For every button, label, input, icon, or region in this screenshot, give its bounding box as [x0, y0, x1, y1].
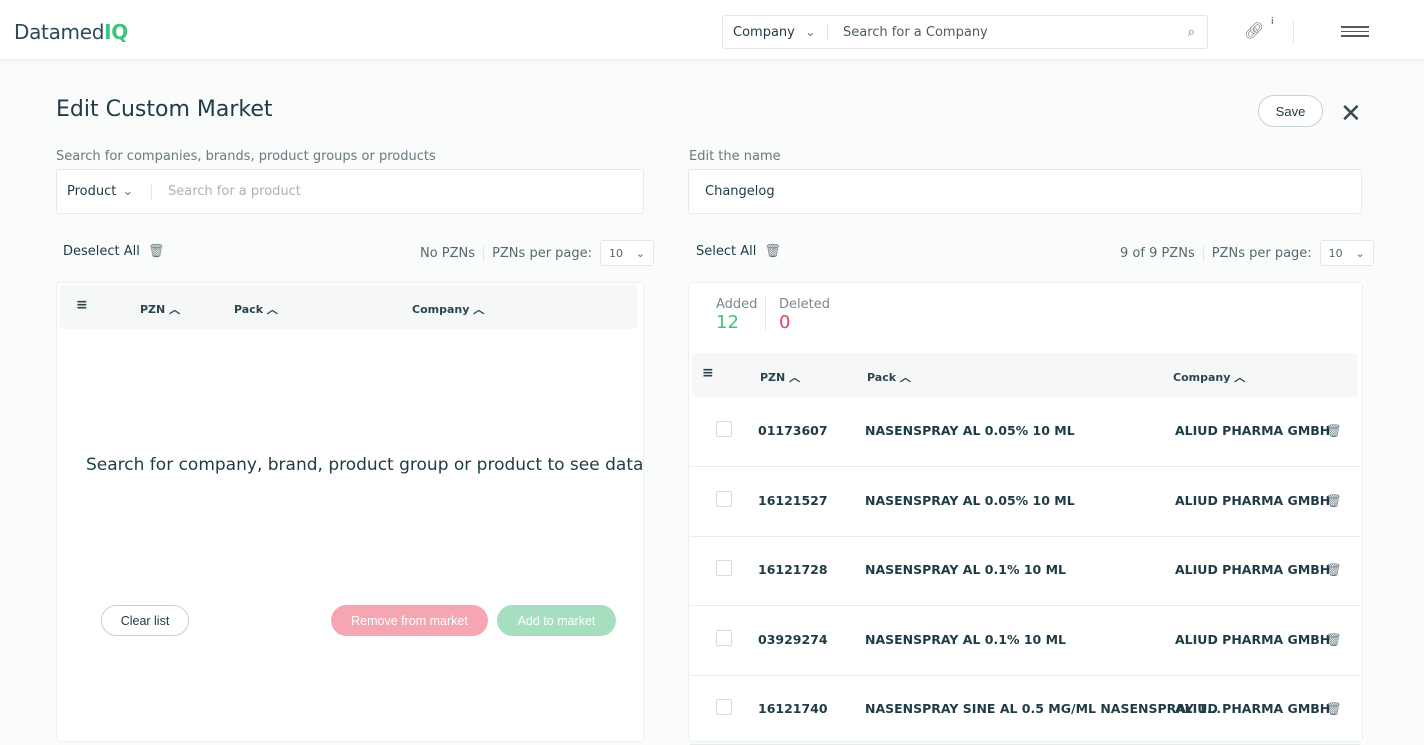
trash-icon[interactable]: 🗑︎ [1326, 562, 1342, 577]
search-icon[interactable]: ⌕ [1187, 24, 1195, 40]
product-search-input[interactable]: Search for a product [168, 184, 301, 199]
row-pack: NASENSPRAY AL 0.05% 10 ML [865, 423, 1075, 438]
trash-icon[interactable]: 🗑︎ [764, 244, 781, 259]
table-row[interactable]: 01173607 NASENSPRAY AL 0.05% 10 ML ALIUD… [690, 397, 1360, 467]
remove-from-market-button[interactable]: Remove from market [331, 605, 488, 636]
row-pack: NASENSPRAY AL 0.1% 10 ML [865, 562, 1066, 577]
page-title: Edit Custom Market [56, 97, 273, 122]
clear-list-button[interactable]: Clear list [101, 605, 189, 636]
right-paging: 9 of 9 PZNs PZNs per page: 10 ⌄ [1120, 240, 1374, 266]
col-pack[interactable]: Pack ︿ [234, 303, 278, 316]
chevron-down-icon: ⌄ [1355, 246, 1365, 260]
per-page-label: PZNs per page: [483, 245, 592, 261]
pzn-count: 9 of 9 PZNs [1120, 245, 1195, 261]
row-checkbox[interactable] [716, 421, 732, 437]
filter-icon[interactable]: ≡ [702, 365, 714, 381]
added-label: Added [716, 297, 758, 312]
search-type-select[interactable]: Product ⌄ [57, 183, 152, 200]
deleted-label: Deleted [779, 297, 830, 312]
search-type-value: Company [733, 24, 795, 40]
row-company: ALIUD PHARMA GMBH [1175, 423, 1331, 438]
save-button[interactable]: Save [1258, 95, 1323, 127]
col-pzn[interactable]: PZN ︿ [760, 371, 801, 384]
close-icon[interactable]: ✕ [1340, 98, 1362, 128]
row-pzn: 16121728 [758, 562, 828, 577]
logo-accent: IQ [104, 20, 128, 44]
trash-icon[interactable]: 🗑︎ [1326, 423, 1342, 438]
name-input[interactable]: Changelog [688, 169, 1362, 214]
row-pzn: 01173607 [758, 423, 828, 438]
right-table-header: ≡ PZN ︿ Pack ︿ Company ︿ [692, 353, 1358, 397]
right-actions: Select All 🗑︎ [696, 244, 781, 259]
divider [765, 297, 766, 330]
deleted-value: 0 [779, 312, 791, 333]
trash-icon[interactable]: 🗑︎ [1326, 701, 1342, 716]
trash-icon[interactable]: 🗑︎ [1326, 492, 1342, 508]
col-company[interactable]: Company ︿ [1173, 371, 1246, 384]
row-checkbox[interactable] [716, 629, 732, 646]
per-page-value: 10 [1328, 246, 1343, 260]
table-row[interactable]: 03929274 NASENSPRAY AL 0.1% 10 ML ALIUD … [690, 606, 1360, 676]
row-pack: NASENSPRAY AL 0.1% 10 ML [865, 631, 1066, 647]
left-actions: Deselect All 🗑︎ [63, 244, 164, 259]
logo[interactable]: DatamedIQ [14, 20, 128, 44]
trash-icon[interactable]: 🗑︎ [147, 244, 165, 259]
trash-icon[interactable]: 🗑︎ [1326, 631, 1342, 647]
row-pzn: 16121740 [758, 701, 828, 716]
name-label: Edit the name [689, 149, 781, 164]
per-page-value: 10 [609, 246, 624, 260]
search-type-select[interactable]: Company ⌄ [723, 23, 828, 41]
select-all-button[interactable]: Select All [696, 244, 757, 259]
added-value: 12 [716, 312, 739, 333]
deleted-stat: Deleted 0 [779, 297, 830, 333]
chevron-down-icon: ⌄ [635, 246, 646, 260]
table-row[interactable]: 16121740 NASENSPRAY SINE AL 0.5 MG/ML NA… [690, 675, 1360, 745]
row-company: ALIUD PHARMA GMBH [1175, 492, 1331, 508]
search-type-value: Product [67, 184, 117, 199]
col-pzn[interactable]: PZN ︿ [140, 303, 181, 316]
add-to-market-button[interactable]: Add to market [497, 605, 616, 636]
row-checkbox[interactable] [716, 560, 732, 576]
filter-icon[interactable]: ≡ [76, 297, 88, 313]
row-checkbox[interactable] [716, 490, 732, 507]
row-pzn: 16121527 [758, 492, 828, 508]
row-pack: NASENSPRAY SINE AL 0.5 MG/ML NASENSPRAY … [865, 701, 1222, 716]
col-company[interactable]: Company ︿ [412, 303, 485, 316]
added-stat: Added 12 [716, 297, 757, 333]
chevron-down-icon: ⌄ [804, 24, 816, 40]
logo-text: Datamed [14, 20, 105, 44]
left-table-header: ≡ PZN ︿ Pack ︿ Company ︿ [60, 285, 638, 329]
global-search: Company ⌄ Search for a Company ⌕ [722, 15, 1208, 49]
empty-message: Search for company, brand, product group… [86, 455, 644, 475]
divider [1293, 21, 1294, 43]
per-page-select[interactable]: 10 ⌄ [600, 240, 655, 266]
row-checkbox[interactable] [716, 699, 732, 715]
per-page-label: PZNs per page: [1202, 245, 1312, 261]
left-paging: No PZNs PZNs per page: 10 ⌄ [420, 240, 655, 266]
product-search: Product ⌄ Search for a product [56, 169, 644, 214]
top-bar: DatamedIQ Company ⌄ Search for a Company … [0, 0, 1424, 60]
global-search-input[interactable]: Search for a Company [843, 24, 988, 40]
col-pack[interactable]: Pack ︿ [867, 371, 911, 384]
table-row[interactable]: 16121527 NASENSPRAY AL 0.05% 10 ML ALIUD… [690, 467, 1360, 537]
row-company: ALIUD PHARMA GMBH [1175, 631, 1331, 647]
search-label: Search for companies, brands, product gr… [56, 149, 436, 164]
menu-icon[interactable] [1341, 26, 1369, 40]
row-pack: NASENSPRAY AL 0.05% 10 ML [865, 492, 1075, 508]
search-results-panel [56, 282, 644, 742]
link-icon[interactable]: 🔗︎ [1244, 21, 1265, 40]
table-row[interactable]: 16121728 NASENSPRAY AL 0.1% 10 ML ALIUD … [690, 536, 1360, 606]
per-page-select[interactable]: 10 ⌄ [1319, 240, 1374, 266]
pzn-count: No PZNs [420, 245, 476, 261]
info-badge[interactable]: i [1271, 17, 1274, 27]
chevron-down-icon: ⌄ [122, 184, 134, 199]
row-company: ALIUD PHARMA GMBH [1175, 562, 1331, 577]
deselect-all-button[interactable]: Deselect All [63, 244, 140, 259]
row-company: ALIUD PHARMA GMBH [1175, 701, 1331, 716]
row-pzn: 03929274 [758, 631, 828, 647]
